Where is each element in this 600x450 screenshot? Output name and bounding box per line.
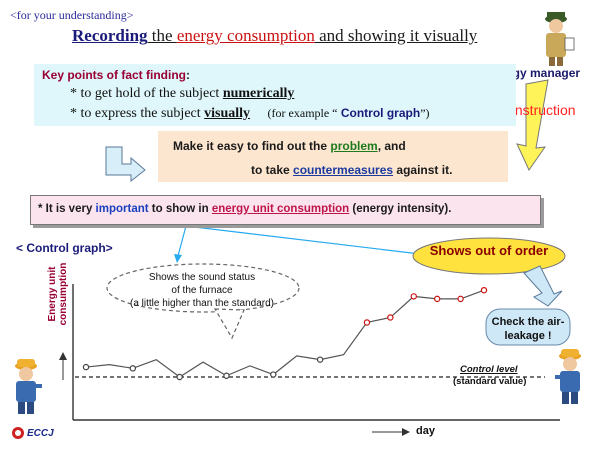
goal-line-1: Make it easy to find out the problem, an… — [173, 139, 406, 153]
abnormal-data-point — [457, 295, 464, 303]
control-level-label: Control level — [460, 364, 518, 375]
speech-bubble — [106, 263, 300, 313]
goal-line-1-text: Make it easy to find out the — [173, 139, 331, 153]
key-points-heading-text: Key points of fact finding — [42, 68, 186, 82]
goal-line-1-suffix: , and — [377, 139, 406, 153]
goal-line-1-emph: problem — [330, 139, 378, 153]
callout-line-3: (a little higher than the standard) — [130, 298, 274, 309]
key-points-heading-colon: : — [186, 68, 190, 82]
action-text: Check the air- leakage ! — [486, 315, 570, 343]
right-arrow-icon — [105, 146, 146, 183]
action-arrow — [523, 265, 563, 307]
callout-text: Shows the sound status of the furnace (a… — [112, 271, 292, 310]
action-line-2: leakage ! — [504, 330, 552, 342]
data-point — [176, 373, 183, 381]
header-note: <for your understanding> — [10, 8, 134, 22]
alert-text: Shows out of order — [429, 243, 549, 258]
action-line-1: Check the air- — [491, 316, 565, 328]
pointer-arrowhead — [174, 254, 182, 263]
goal-line-2-emph: countermeasures — [293, 163, 394, 177]
important-note-emph-1: important — [95, 203, 149, 215]
key-point-2-example-suffix: ”) — [420, 106, 430, 120]
key-point-2-example-prefix: (for example “ — [267, 106, 338, 120]
abnormal-data-point — [433, 295, 441, 303]
alert-bubble — [412, 237, 566, 275]
goal-box — [158, 131, 508, 182]
page-title: Recording the energy consumption and sho… — [72, 26, 477, 46]
key-point-line-2: * to express the subject visually (for e… — [70, 106, 430, 122]
important-note-emph-2: energy unit consumption — [211, 203, 350, 215]
abnormal-data-point — [363, 319, 371, 326]
important-note-middle: to show in — [148, 203, 212, 215]
eccj-logo-icon — [12, 427, 24, 439]
abnormal-data-point — [387, 314, 394, 321]
key-point-2-emph: visually — [204, 106, 251, 121]
y-axis-arrow-head — [59, 352, 67, 360]
series-line — [85, 289, 485, 378]
data-point — [129, 365, 137, 372]
title-part-2: the — [147, 26, 177, 45]
key-points-heading: Key points of fact finding: — [42, 68, 190, 82]
goal-line-2: to take countermeasures against it. — [251, 163, 452, 177]
key-point-line-1: * to get hold of the subject numerically — [70, 86, 294, 102]
down-arrow-icon — [516, 79, 549, 172]
key-point-2-text: * to express the subject — [70, 106, 205, 121]
title-part-3: energy consumption — [176, 26, 315, 45]
y-axis-label-text: Energy unit consumption — [47, 262, 69, 326]
title-part-4: and showing it visually — [314, 26, 478, 45]
x-axis-label: day — [416, 425, 435, 437]
important-note-prefix: * It is very — [38, 203, 96, 215]
instruction-label: Instruction — [511, 102, 576, 118]
speech-bubble-tail — [213, 308, 245, 340]
control-graph-title: < Control graph> — [16, 241, 113, 255]
key-point-1-text: * to get hold of the subject — [70, 86, 223, 101]
important-note: * It is very important to show in energy… — [38, 203, 451, 215]
connector-line — [185, 225, 421, 255]
key-points-box — [34, 64, 516, 126]
logo-text: ECCJ — [27, 428, 54, 439]
y-axis-label: Energy unit consumption — [47, 253, 69, 335]
data-point — [223, 372, 230, 379]
worker-figure-right — [555, 349, 581, 404]
standard-value-label: (standard value) — [453, 376, 527, 387]
key-point-1-emph: numerically — [222, 86, 295, 101]
important-note-box — [30, 195, 541, 225]
title-part-1: Recording — [72, 26, 148, 45]
x-axis-arrow-head — [402, 428, 410, 436]
data-point — [82, 363, 90, 371]
abnormal-data-point — [410, 293, 417, 300]
data-point — [270, 371, 277, 378]
goal-line-2-suffix: against it. — [393, 163, 453, 177]
callout-line-1: Shows the sound status — [148, 272, 256, 283]
energy-manager-figure — [545, 12, 575, 66]
data-point — [316, 356, 324, 363]
chart-plot-area — [82, 287, 488, 381]
pointer-line — [177, 225, 187, 257]
key-point-2-example-name: Control graph — [337, 106, 421, 120]
callout-line-2: of the furnace — [171, 285, 233, 296]
worker-figure-left — [15, 359, 42, 414]
action-box — [485, 308, 571, 346]
abnormal-data-point — [480, 287, 488, 294]
important-note-suffix: (energy intensity). — [349, 203, 452, 215]
goal-line-2-text: to take — [251, 163, 294, 177]
